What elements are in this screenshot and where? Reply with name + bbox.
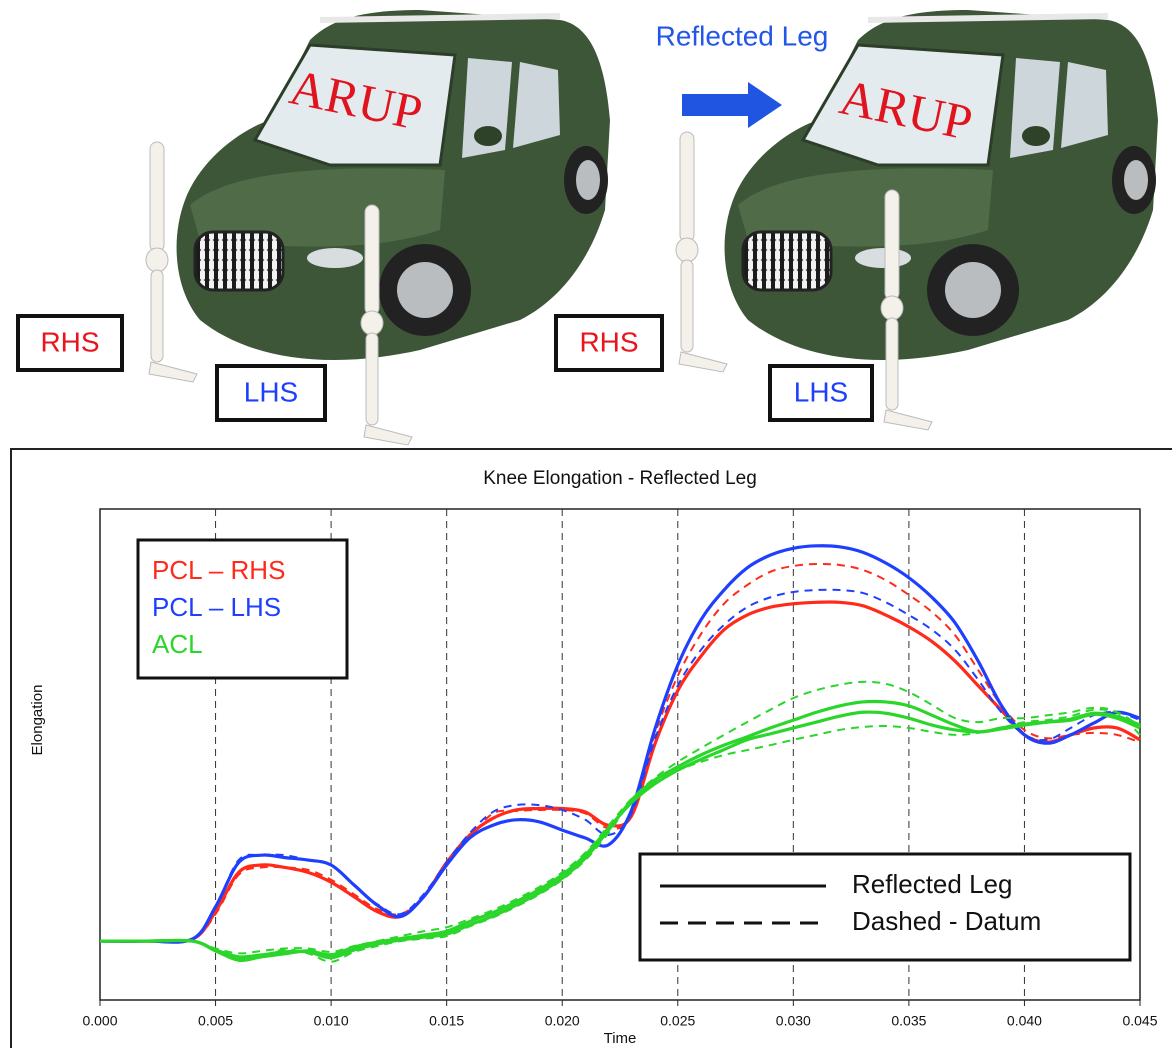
legend-box — [638, 852, 1132, 962]
legend-label: Dashed - Datum — [852, 906, 1041, 936]
data-line — [99, 588, 1141, 944]
x-tick-label: 0.005 — [198, 1013, 233, 1029]
data-line — [99, 680, 1141, 955]
chart-title: Knee Elongation - Reflected Leg — [483, 468, 757, 489]
x-tick-label: 0.010 — [314, 1013, 349, 1029]
legend-label: Reflected Leg — [852, 869, 1012, 899]
label-box — [768, 364, 874, 422]
data-line — [99, 600, 1141, 944]
label: RHS — [40, 326, 99, 357]
x-tick-label: 0.015 — [429, 1013, 464, 1029]
x-axis-label: Time — [604, 1030, 637, 1047]
legend-label: PCL – RHS — [152, 555, 285, 585]
x-tick-label: 0.030 — [776, 1013, 811, 1029]
label: RHS — [579, 326, 638, 357]
car-illustration — [177, 10, 610, 360]
legend-label: ACL — [152, 629, 203, 659]
data-line — [99, 708, 1141, 963]
caption: Reflected Leg — [656, 20, 829, 51]
label-box — [16, 314, 124, 372]
leg-illustration — [675, 131, 728, 373]
x-tick-label: 0.035 — [891, 1013, 926, 1029]
data-line — [99, 710, 1141, 963]
car-illustration — [725, 10, 1158, 360]
legend-box — [136, 538, 349, 680]
label-box — [215, 364, 327, 422]
plot-area — [99, 508, 1141, 1001]
x-tick-label: 0.040 — [1007, 1013, 1042, 1029]
data-line — [99, 544, 1141, 944]
x-tick-label: 0.025 — [660, 1013, 695, 1029]
x-tick-label: 0.000 — [82, 1013, 117, 1029]
x-tick-label: 0.020 — [545, 1013, 580, 1029]
arrow — [682, 82, 782, 128]
y-axis-label: Elongation — [29, 685, 46, 756]
label: LHS — [794, 376, 848, 407]
legend-label: PCL – LHS — [152, 592, 281, 622]
x-tick-label: 0.045 — [1122, 1013, 1157, 1029]
label-box — [554, 314, 664, 372]
label: LHS — [244, 376, 298, 407]
